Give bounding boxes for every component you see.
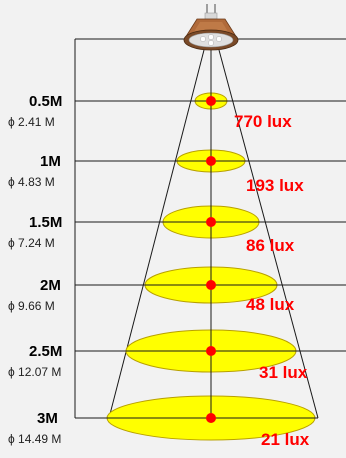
center-dot-2 xyxy=(206,156,216,166)
diameter-label-6: ϕ 14.49 M xyxy=(8,432,61,446)
distance-label-1: 0.5M xyxy=(29,93,62,110)
distance-label-5: 2.5M xyxy=(29,343,62,360)
distance-label-3: 1.5M xyxy=(29,214,62,231)
center-dot-4 xyxy=(206,280,216,290)
lux-label-1: 770 lux xyxy=(234,112,292,131)
distance-label-4: 2M xyxy=(40,277,61,294)
diameter-label-1: ϕ 2.41 M xyxy=(8,115,55,129)
lux-label-4: 48 lux xyxy=(246,295,295,314)
distance-label-2: 1M xyxy=(40,153,61,170)
lux-label-5: 31 lux xyxy=(259,363,308,382)
center-dot-6 xyxy=(206,413,216,423)
diameter-label-2: ϕ 4.83 M xyxy=(8,175,55,189)
beam-edge-left xyxy=(108,49,205,419)
center-dot-5 xyxy=(206,346,216,356)
mr16-led-spotlight-icon xyxy=(183,4,239,51)
diameter-label-5: ϕ 12.07 M xyxy=(8,365,61,379)
lux-label-2: 193 lux xyxy=(246,176,304,195)
labels-layer: 0.5M ϕ 2.41 M 770 lux 1M ϕ 4.83 M 193 lux 1.5M… xyxy=(8,93,310,449)
diameter-label-3: ϕ 7.24 M xyxy=(8,236,55,250)
center-dot-3 xyxy=(206,217,216,227)
diameter-label-4: ϕ 9.66 M xyxy=(8,299,55,313)
lux-label-6: 21 lux xyxy=(261,430,310,449)
center-dot-1 xyxy=(206,96,216,106)
lux-label-3: 86 lux xyxy=(246,236,295,255)
dots-layer xyxy=(206,96,216,423)
beam-edge-right xyxy=(218,49,319,419)
distance-label-6: 3M xyxy=(37,410,58,427)
